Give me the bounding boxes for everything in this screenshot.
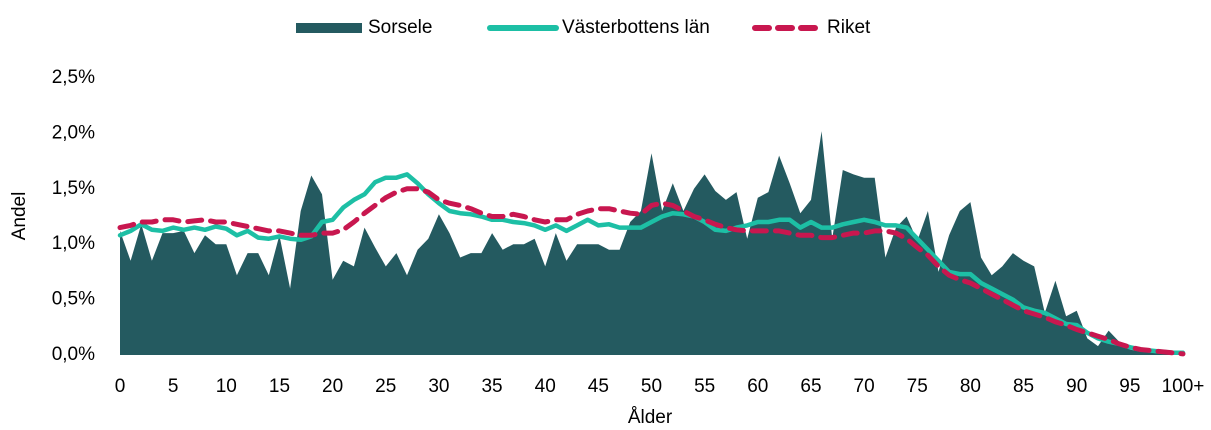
y-tick-label: 0,0% [52,344,95,365]
legend-label: Sorsele [368,17,432,38]
x-tick-label: 65 [800,376,821,397]
y-tick-label: 2,0% [52,122,95,143]
area [120,131,1183,355]
x-tick-label: 95 [1119,376,1140,397]
line [117,186,1186,357]
y-tick-label: 1,0% [52,233,95,254]
y-tick-label: 1,5% [52,178,95,199]
x-tick-label: 5 [168,376,179,397]
x-tick-label: 85 [1013,376,1034,397]
x-tick-label: 60 [747,376,768,397]
legend-label: Västerbottens län [562,17,710,38]
x-tick-label: 35 [481,376,502,397]
x-tick-label: 20 [322,376,343,397]
legend-swatch [296,23,362,33]
x-tick-label: 25 [375,376,396,397]
x-tick-label: 10 [216,376,237,397]
x-tick-label: 90 [1066,376,1087,397]
y-tick-label: 0,5% [52,289,95,310]
x-tick-label: 55 [694,376,715,397]
x-tick-label: 15 [269,376,290,397]
y-tick-label: 2,5% [52,67,95,88]
x-tick-label: 0 [115,376,126,397]
x-tick-label: 30 [428,376,449,397]
x-tick-label: 50 [641,376,662,397]
x-tick-label: 40 [535,376,556,397]
x-axis-title: Ålder [628,407,673,428]
legend-label: Riket [827,17,871,38]
x-tick-label: 70 [854,376,875,397]
x-tick-label: 80 [960,376,981,397]
x-tick-label: 100+ [1162,376,1205,397]
y-axis-title: Andel [9,192,30,241]
x-tick-label: 75 [907,376,928,397]
x-tick-label: 45 [588,376,609,397]
line [117,172,1186,356]
